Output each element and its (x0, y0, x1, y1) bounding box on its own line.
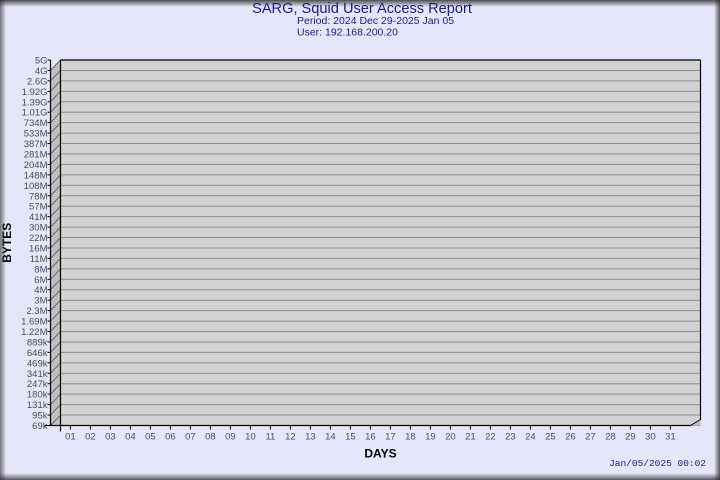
svg-text:06: 06 (165, 432, 176, 443)
svg-text:14: 14 (325, 432, 336, 443)
svg-text:BYTES: BYTES (0, 223, 14, 263)
svg-text:Jan/05/2025 00:02: Jan/05/2025 00:02 (609, 458, 706, 469)
svg-text:02: 02 (85, 432, 96, 443)
svg-text:22M: 22M (29, 233, 48, 244)
svg-text:281M: 281M (24, 149, 48, 160)
svg-text:469k: 469k (27, 358, 48, 369)
svg-text:2.3M: 2.3M (26, 306, 47, 317)
svg-text:387M: 387M (24, 139, 48, 150)
svg-text:19: 19 (425, 432, 436, 443)
svg-text:533M: 533M (24, 129, 48, 140)
svg-text:22: 22 (485, 432, 496, 443)
svg-text:05: 05 (145, 432, 156, 443)
svg-text:18: 18 (405, 432, 416, 443)
svg-text:21: 21 (465, 432, 476, 443)
svg-text:5G: 5G (35, 56, 48, 67)
svg-text:08: 08 (205, 432, 216, 443)
svg-text:31: 31 (665, 432, 676, 443)
svg-text:57M: 57M (29, 202, 48, 213)
svg-text:11: 11 (265, 432, 275, 443)
svg-text:23: 23 (505, 432, 516, 443)
svg-text:180k: 180k (27, 390, 48, 401)
svg-text:1.01G: 1.01G (22, 108, 48, 119)
svg-text:1.69M: 1.69M (21, 317, 47, 328)
svg-text:01: 01 (65, 432, 76, 443)
svg-text:13: 13 (305, 432, 316, 443)
svg-text:247k: 247k (27, 379, 48, 390)
svg-text:889k: 889k (27, 337, 48, 348)
svg-text:95k: 95k (32, 411, 48, 422)
svg-text:09: 09 (225, 432, 236, 443)
svg-text:131k: 131k (27, 400, 48, 411)
svg-text:1.39G: 1.39G (22, 97, 48, 108)
svg-text:1.22M: 1.22M (21, 327, 47, 338)
svg-text:1.92G: 1.92G (22, 87, 48, 98)
svg-text:2.6G: 2.6G (27, 76, 48, 87)
svg-text:12: 12 (285, 432, 296, 443)
svg-text:30M: 30M (29, 223, 48, 234)
svg-text:27: 27 (585, 432, 596, 443)
svg-text:07: 07 (185, 432, 196, 443)
svg-text:DAYS: DAYS (364, 447, 396, 461)
svg-text:20: 20 (445, 432, 456, 443)
svg-text:15: 15 (345, 432, 356, 443)
svg-text:24: 24 (525, 432, 536, 443)
svg-text:25: 25 (545, 432, 556, 443)
svg-text:30: 30 (645, 432, 656, 443)
svg-text:734M: 734M (24, 118, 48, 129)
svg-text:03: 03 (105, 432, 116, 443)
svg-text:16M: 16M (29, 243, 48, 254)
svg-text:6M: 6M (34, 275, 47, 286)
svg-text:41M: 41M (29, 212, 48, 223)
svg-text:148M: 148M (24, 170, 48, 181)
svg-text:204M: 204M (24, 160, 48, 171)
svg-text:User: 192.168.200.20: User: 192.168.200.20 (297, 26, 398, 38)
svg-text:26: 26 (565, 432, 576, 443)
svg-text:646k: 646k (27, 348, 48, 359)
svg-text:11M: 11M (30, 254, 48, 265)
svg-text:Period: 2024 Dec 29-2025 Jan 0: Period: 2024 Dec 29-2025 Jan 05 (297, 15, 454, 27)
svg-text:69k: 69k (32, 421, 48, 432)
svg-text:8M: 8M (34, 264, 47, 275)
svg-text:3M: 3M (34, 296, 47, 307)
svg-text:10: 10 (245, 432, 256, 443)
svg-text:4G: 4G (35, 66, 48, 77)
svg-text:16: 16 (365, 432, 376, 443)
svg-text:4M: 4M (34, 285, 47, 296)
svg-text:17: 17 (385, 432, 396, 443)
svg-text:29: 29 (625, 432, 636, 443)
svg-text:341k: 341k (27, 369, 48, 380)
svg-text:04: 04 (125, 432, 136, 443)
svg-text:108M: 108M (24, 181, 48, 192)
svg-text:78M: 78M (29, 191, 48, 202)
svg-text:28: 28 (605, 432, 616, 443)
